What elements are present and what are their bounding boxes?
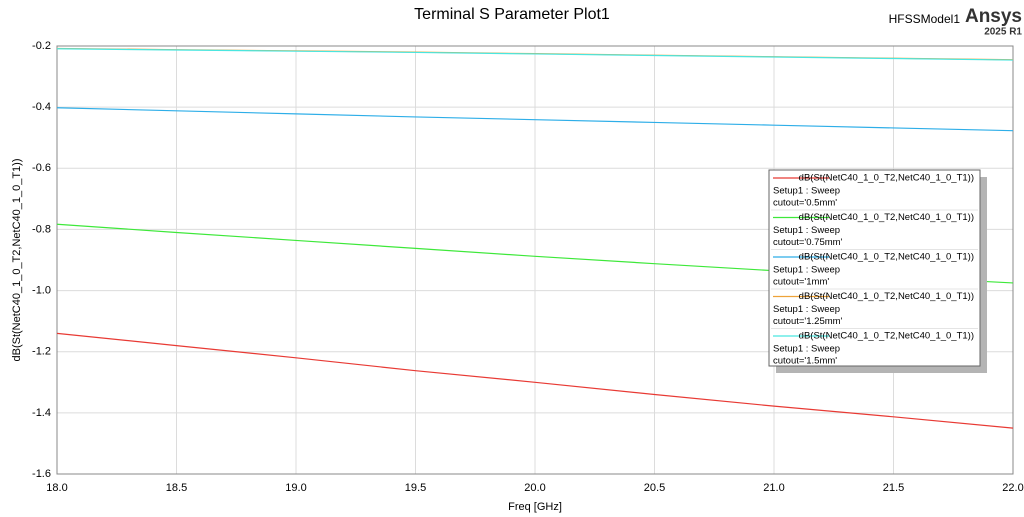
legend-label: dB(St(NetC40_1_0_T2,NetC40_1_0_T1)) [799,331,974,342]
plot-frame [56,45,1014,475]
legend-setup: Setup1 : Sweep [773,225,840,236]
x-tick-label: 20.5 [644,482,665,494]
y-tick-label: -0.2 [32,40,51,52]
legend-setup: Setup1 : Sweep [773,265,840,276]
chart-title: Terminal S Parameter Plot1 [414,6,610,23]
x-tick-label: 18.5 [166,482,187,494]
y-tick-label: -1.4 [32,407,51,419]
y-tick-label: -1.2 [32,346,51,358]
design-name: HFSSModel1 [889,12,961,26]
legend [768,169,981,367]
y-tick-label: -0.6 [32,162,51,174]
x-tick-label: 18.0 [46,482,67,494]
x-tick-label: 19.0 [285,482,306,494]
legend-label: dB(St(NetC40_1_0_T2,NetC40_1_0_T1)) [799,212,974,223]
legend-label: dB(St(NetC40_1_0_T2,NetC40_1_0_T1)) [799,252,974,263]
legend-variation: cutout='0.75mm' [773,237,843,248]
y-tick-label: -1.0 [32,284,51,296]
legend-setup: Setup1 : Sweep [773,344,840,355]
legend-variation: cutout='1mm' [773,277,829,288]
x-tick-label: 21.0 [763,482,784,494]
series-line [56,332,1014,429]
legend-label: dB(St(NetC40_1_0_T2,NetC40_1_0_T1)) [799,173,974,184]
version: 2025 R1 [984,27,1022,38]
y-tick-label: -0.4 [32,101,51,113]
x-tick-label: 22.0 [1002,482,1023,494]
x-axis-label: Freq [GHz] [508,501,562,513]
y-tick-label: -0.8 [32,223,51,235]
y-axis-label: dB(St(NetC40_1_0_T2,NetC40_1_0_T1)) [11,158,23,361]
series-line [56,107,1014,132]
x-tick-label: 20.0 [524,482,545,494]
legend-variation: cutout='1.5mm' [773,356,837,367]
x-tick-label: 21.5 [883,482,904,494]
legend-variation: cutout='0.5mm' [773,198,837,209]
legend-variation: cutout='1.25mm' [773,316,843,327]
legend-setup: Setup1 : Sweep [773,186,840,197]
legend-label: dB(St(NetC40_1_0_T2,NetC40_1_0_T1)) [799,291,974,302]
series-line [56,48,1014,61]
y-tick-label: -1.6 [32,468,51,480]
legend-setup: Setup1 : Sweep [773,304,840,315]
brand: Ansys [965,6,1022,27]
x-tick-label: 19.5 [405,482,426,494]
